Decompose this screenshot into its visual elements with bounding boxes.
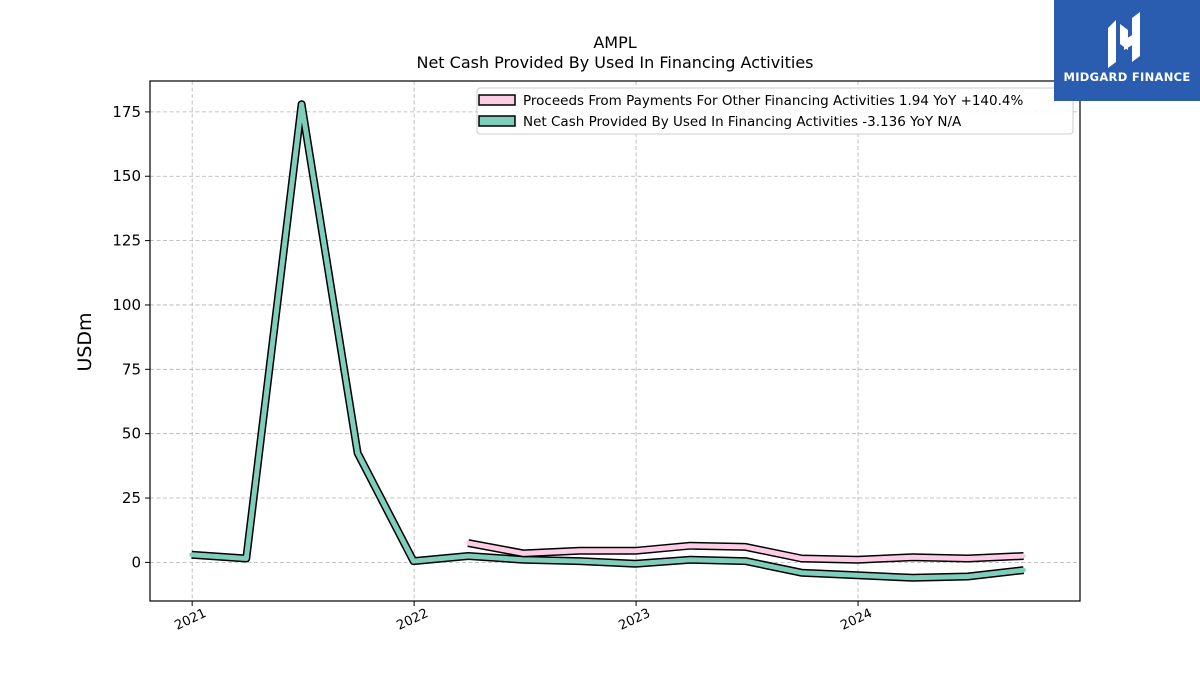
data-point	[799, 556, 804, 561]
data-point	[910, 575, 915, 581]
data-point	[855, 557, 860, 563]
data-point	[244, 556, 249, 561]
data-point	[855, 573, 860, 578]
x-axis-ticks: 2021 2022 2023 2024	[173, 601, 875, 634]
legend-box	[476, 87, 1074, 135]
y-tick-label: 150	[112, 167, 141, 185]
data-point	[521, 557, 526, 563]
data-point	[299, 101, 304, 107]
data-point	[799, 570, 804, 575]
data-point	[688, 557, 693, 563]
y-tick-label: 0	[131, 553, 141, 571]
data-point	[743, 558, 748, 564]
series-outline	[191, 100, 1025, 582]
x-tick-label: 2023	[616, 606, 652, 634]
data-point	[466, 553, 471, 559]
logo-text: MIDGARD FINANCE	[1063, 70, 1191, 84]
y-tick-label: 50	[122, 425, 141, 443]
data-point	[633, 561, 638, 566]
y-tick-label: 75	[122, 360, 141, 378]
data-point	[1021, 567, 1026, 573]
data-point	[521, 551, 526, 556]
data-point	[411, 558, 416, 564]
plot-area-frame	[149, 80, 1081, 602]
midgard-finance-logo: MIDGARD FINANCE	[1054, 0, 1200, 101]
data-point	[965, 574, 971, 579]
grid	[150, 81, 1080, 601]
chart-subtitle: Net Cash Provided By Used In Financing A…	[416, 53, 813, 72]
data-point	[743, 544, 748, 550]
y-tick-label: 25	[122, 489, 141, 507]
data-point	[688, 543, 693, 548]
data-point	[965, 556, 971, 561]
x-tick-label: 2021	[173, 606, 209, 634]
data-point	[1021, 553, 1026, 559]
legend: Proceeds From Payments For Other Financi…	[476, 87, 1074, 135]
chart-title: AMPL	[593, 33, 636, 52]
y-axis-ticks: 0 25 50 75 100 125 150 175	[112, 103, 150, 571]
y-tick-label: 100	[112, 296, 141, 314]
data-point	[910, 555, 915, 560]
data-point	[633, 548, 638, 554]
legend-label: Proceeds From Payments For Other Financi…	[523, 93, 1023, 109]
data-point	[189, 552, 194, 557]
data-point	[577, 548, 582, 554]
series-lines	[189, 100, 1026, 582]
logo-mark-icon	[1108, 12, 1140, 68]
legend-swatch	[478, 115, 516, 127]
data-point	[466, 540, 471, 546]
series-line	[191, 101, 1024, 581]
x-tick-label: 2024	[838, 606, 874, 634]
data-point	[577, 558, 582, 564]
y-tick-label: 175	[112, 103, 141, 121]
x-tick-label: 2022	[394, 606, 430, 634]
y-tick-label: 125	[112, 232, 141, 250]
legend-label: Net Cash Provided By Used In Financing A…	[523, 114, 962, 130]
y-axis-label: USDm	[74, 312, 96, 371]
legend-swatch	[478, 94, 516, 106]
data-point	[355, 450, 360, 456]
